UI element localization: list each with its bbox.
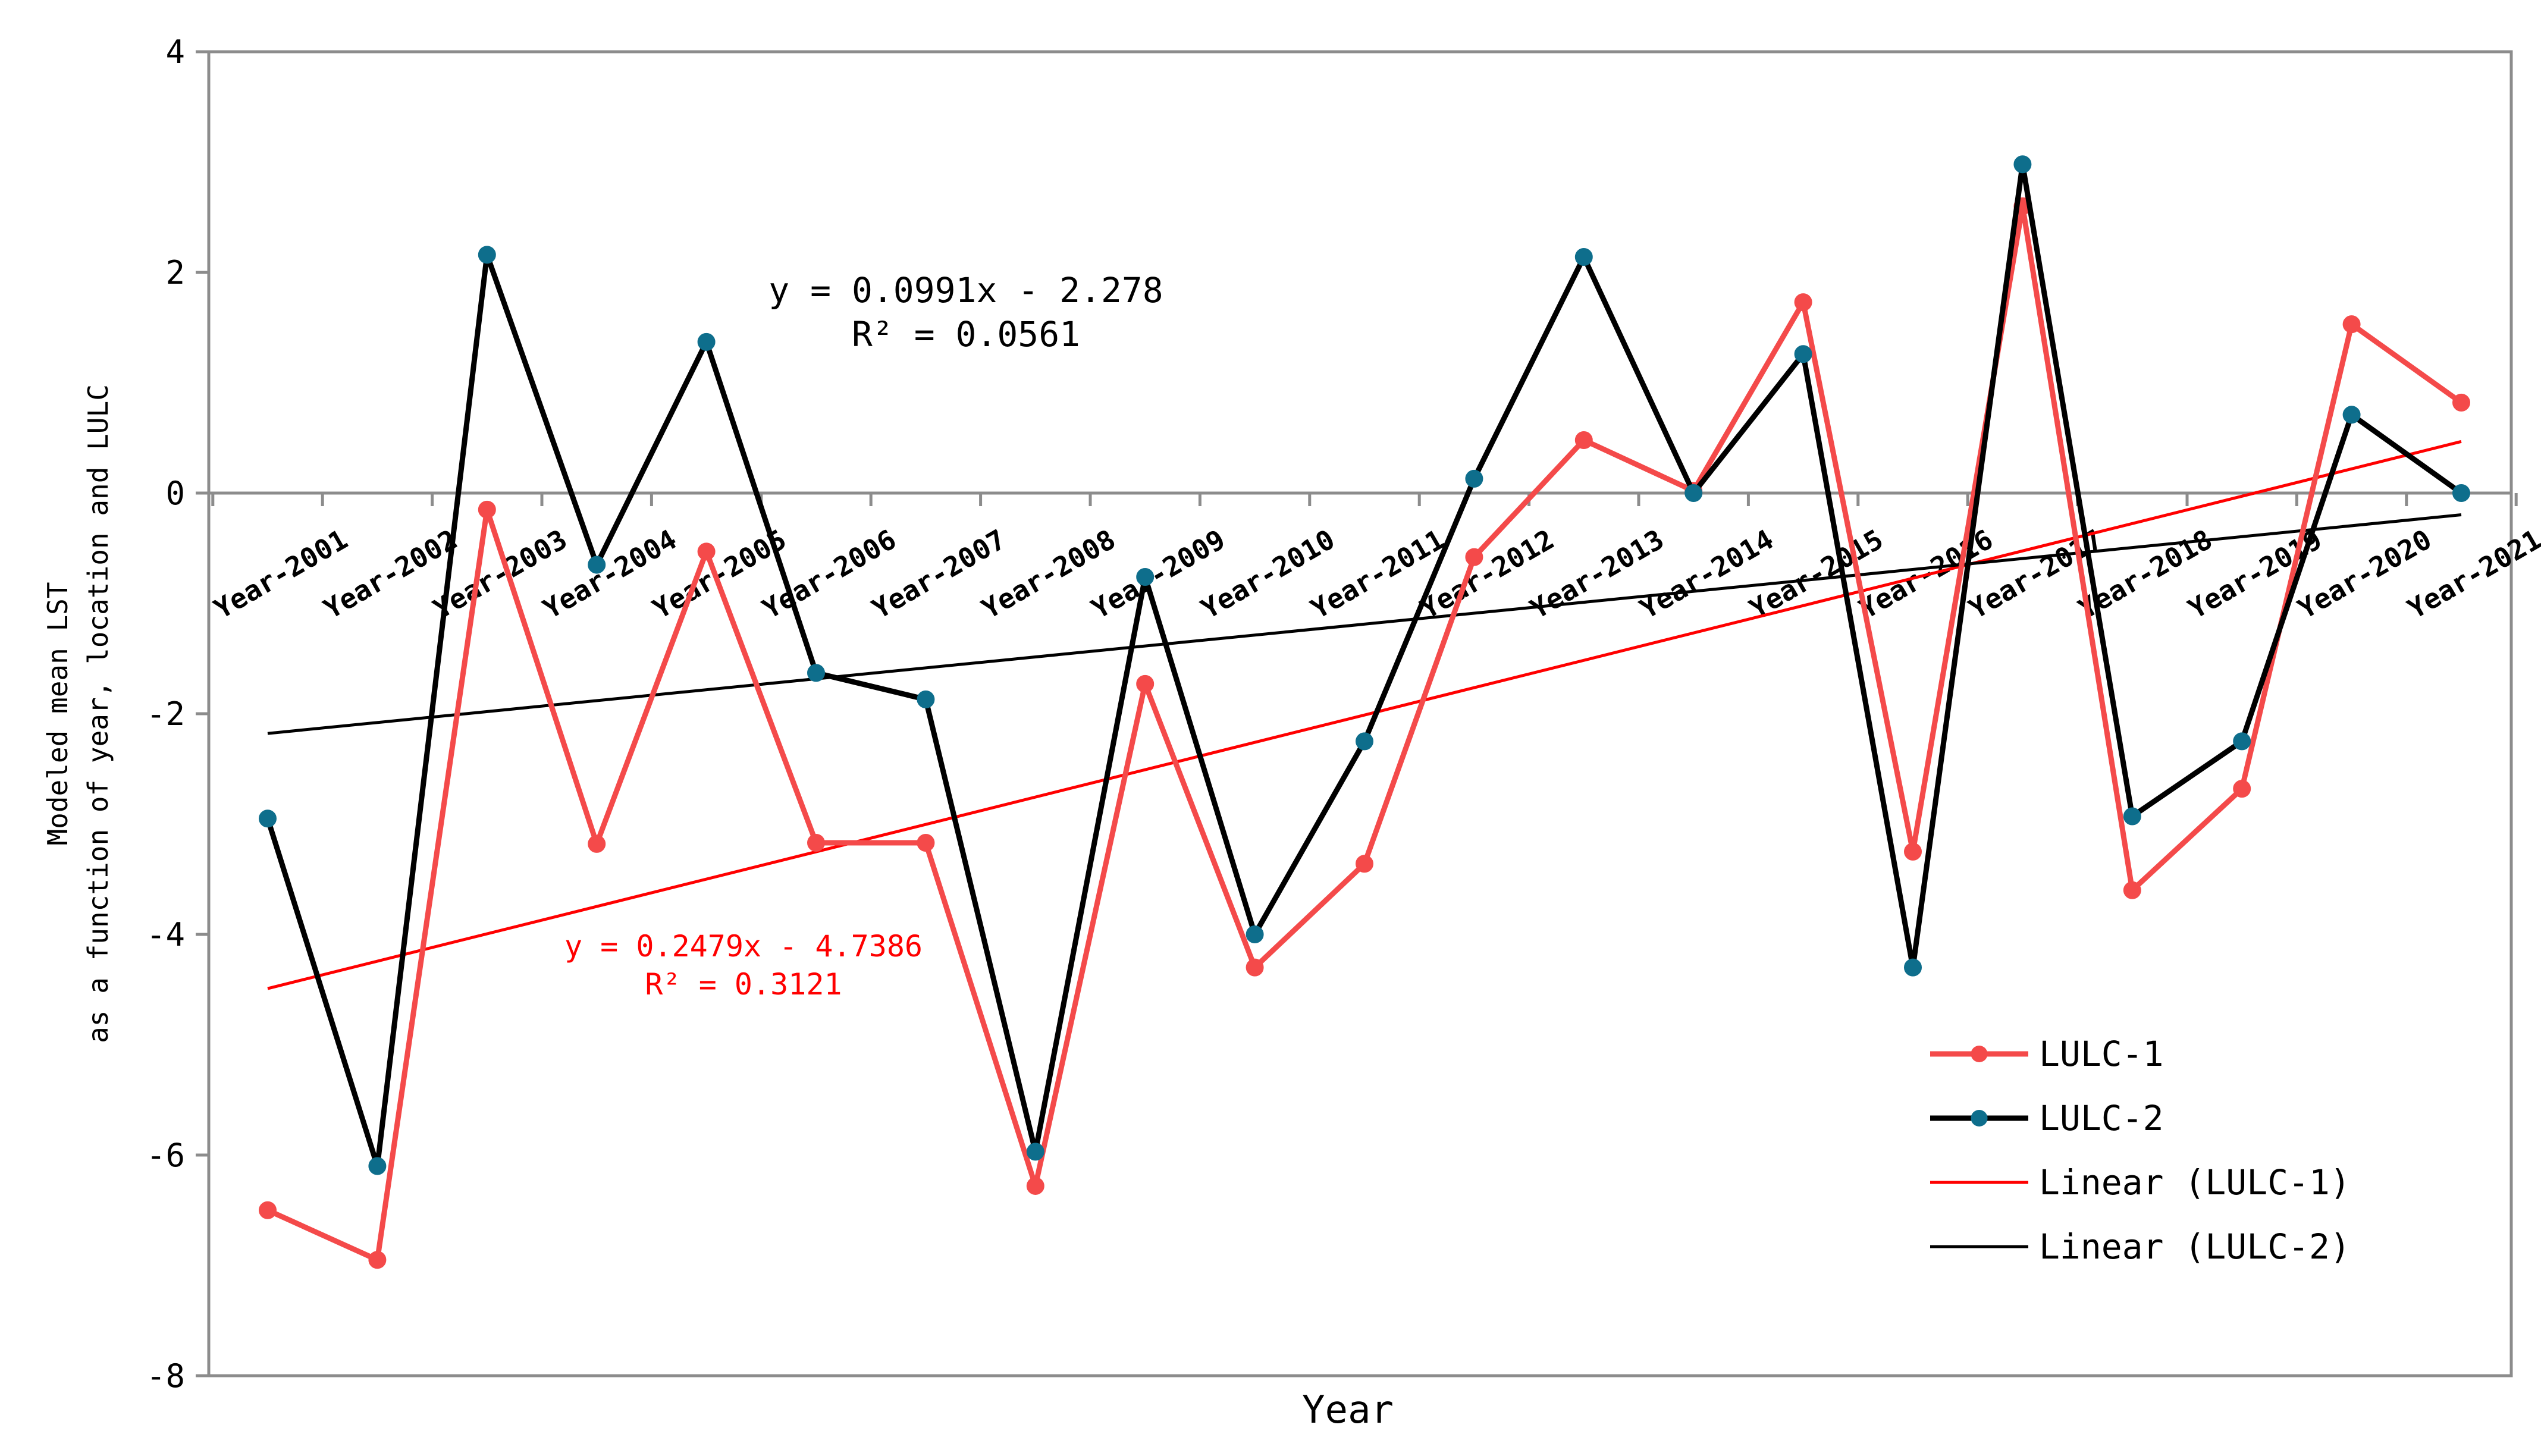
- legend-label: Linear (LULC-2): [2039, 1226, 2351, 1267]
- data-point-lulc-1: [259, 1201, 277, 1219]
- trendline-2: [267, 513, 2462, 735]
- data-point-lulc-1: [1026, 1176, 1044, 1195]
- legend-label: Linear (LULC-1): [2039, 1162, 2351, 1203]
- data-point-lulc-2: [2452, 484, 2470, 502]
- data-point-lulc-2: [807, 664, 825, 682]
- data-point-lulc-2: [259, 809, 277, 828]
- y-tick-label: -2: [146, 695, 185, 733]
- y-tick-label: -6: [146, 1137, 185, 1174]
- data-point-lulc-2: [1356, 732, 1373, 751]
- data-point-lulc-1: [2342, 315, 2361, 334]
- data-point-lulc-2: [1026, 1143, 1044, 1161]
- data-point-lulc-2: [368, 1157, 387, 1175]
- data-point-lulc-1: [1574, 431, 1593, 449]
- trendline-1: [267, 440, 2462, 990]
- data-point-lulc-1: [2123, 881, 2141, 899]
- y-tick-label: 0: [165, 475, 185, 512]
- data-point-lulc-1: [807, 834, 825, 852]
- data-point-lulc-1: [1904, 842, 1922, 861]
- data-point-lulc-2: [1574, 248, 1593, 266]
- legend-swatch-marker: [1971, 1046, 1988, 1062]
- data-point-lulc-1: [917, 834, 935, 852]
- data-point-lulc-1: [697, 542, 716, 561]
- series-line-lulc-2: [265, 161, 2463, 1169]
- data-point-lulc-1: [1794, 293, 1812, 312]
- data-point-lulc-1: [1465, 548, 1483, 566]
- data-point-lulc-2: [1684, 484, 1703, 502]
- legend-label: LULC-2: [2039, 1098, 2164, 1138]
- data-point-lulc-1: [1136, 674, 1155, 693]
- data-point-lulc-2: [1904, 958, 1922, 977]
- data-point-lulc-2: [588, 556, 606, 574]
- data-point-lulc-2: [2013, 155, 2032, 174]
- data-point-lulc-2: [1246, 925, 1264, 943]
- y-axis-title-line2: as a function of year, location and LULC: [82, 384, 114, 1043]
- data-point-lulc-2: [2342, 406, 2361, 424]
- data-point-lulc-1: [478, 500, 496, 519]
- data-point-lulc-1: [1246, 958, 1264, 977]
- data-point-lulc-1: [2233, 780, 2251, 798]
- data-point-lulc-2: [917, 690, 935, 708]
- trend-r-squared-2: R² = 0.0561: [852, 314, 1080, 354]
- trend-equation-2: y = 0.0991x - 2.278: [768, 270, 1163, 310]
- data-point-lulc-1: [588, 834, 606, 853]
- legend-item: Linear (LULC-1): [1930, 1162, 2351, 1203]
- data-point-lulc-1: [368, 1251, 387, 1269]
- trend-equation-1: y = 0.2479x - 4.7386: [564, 929, 923, 964]
- y-axis-title-line1: Modeled mean LST: [42, 582, 74, 845]
- legend-item: LULC-1: [1930, 1034, 2164, 1074]
- x-axis-title: Year: [1302, 1388, 1394, 1432]
- data-point-lulc-2: [1136, 567, 1155, 586]
- data-point-lulc-2: [2123, 807, 2141, 826]
- y-tick-label: 4: [165, 33, 185, 71]
- trend-r-squared-1: R² = 0.3121: [645, 967, 842, 1002]
- data-point-lulc-1: [2452, 393, 2470, 412]
- y-tick-label: -8: [146, 1357, 185, 1395]
- legend-label: LULC-1: [2039, 1034, 2164, 1074]
- legend-swatch-marker: [1971, 1110, 1988, 1126]
- data-point-lulc-2: [1794, 345, 1812, 363]
- y-tick-label: -4: [146, 916, 185, 953]
- legend-item: LULC-2: [1930, 1098, 2164, 1138]
- data-point-lulc-1: [1356, 855, 1373, 873]
- legend-item: Linear (LULC-2): [1930, 1226, 2351, 1267]
- data-point-lulc-2: [478, 246, 496, 264]
- y-tick-label: 2: [165, 254, 185, 291]
- data-point-lulc-2: [697, 332, 716, 351]
- data-point-lulc-2: [2233, 732, 2251, 751]
- data-point-lulc-2: [1465, 469, 1483, 488]
